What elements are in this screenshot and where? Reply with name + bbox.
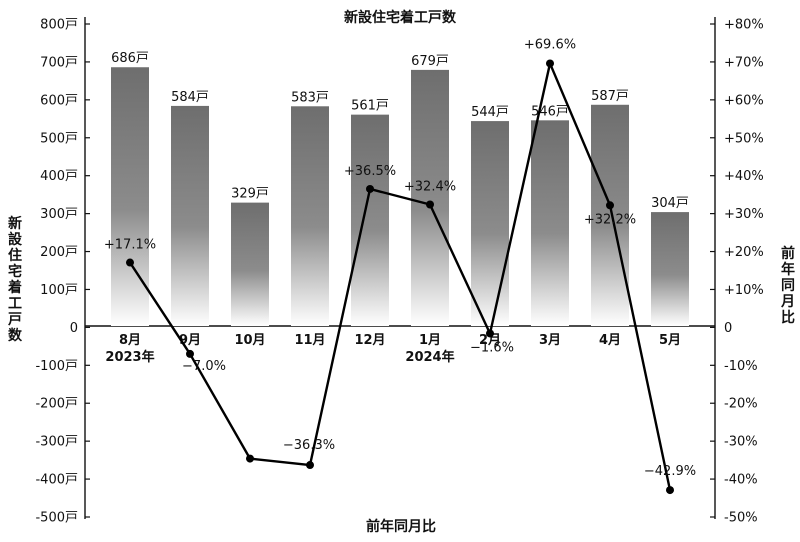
line-value-label: −7.0% — [182, 359, 226, 374]
left-tick-label: -300戸 — [35, 435, 78, 450]
right-tick-label: -40% — [724, 473, 758, 488]
bar — [351, 114, 389, 326]
line-point — [186, 349, 194, 358]
year-label: 2024年 — [405, 349, 454, 365]
line-value-label: −36.3% — [283, 438, 335, 453]
left-tick-label: -500戸 — [35, 511, 78, 526]
right-axis-title: 前年同月比 — [780, 245, 795, 326]
chart-title: 新設住宅着工戸数 — [344, 9, 457, 26]
bar — [471, 121, 509, 327]
left-tick-label: 400戸 — [40, 169, 78, 184]
left-tick-label: 800戸 — [40, 18, 78, 33]
left-tick-label: -100戸 — [35, 359, 78, 374]
bar-value-labels: 686戸 584戸 329戸 583戸 561戸 679戸 544戸 546戸 587戸 304戸 — [111, 51, 689, 211]
left-tick-label: -400戸 — [35, 473, 78, 488]
bar — [291, 106, 329, 326]
bar-value-label: 587戸 — [591, 89, 629, 104]
left-tick-label: 100戸 — [40, 283, 78, 298]
left-axis-ticks: 800戸 700戸 600戸 500戸 400戸 300戸 200戸 100戸 0 -100戸 -2… — [35, 18, 90, 526]
line-point — [306, 461, 314, 470]
left-tick-label: 600戸 — [40, 93, 78, 108]
right-tick-label: +60% — [724, 93, 764, 108]
right-tick-label: -30% — [724, 435, 758, 450]
right-axis-ticks: +80% +70% +60% +50% +40% +30% +20% +10% 0 -10% -20… — [710, 18, 764, 526]
line-point — [666, 486, 674, 495]
left-tick-label: 500戸 — [40, 131, 78, 146]
bar — [111, 67, 149, 327]
right-tick-label: +70% — [724, 55, 764, 70]
line-value-label: +17.1% — [104, 238, 156, 253]
line-value-label: +32.4% — [404, 180, 456, 195]
left-tick-label: 0 — [70, 321, 78, 336]
bar — [651, 212, 689, 326]
line-series — [126, 59, 674, 495]
bar-value-label: 304戸 — [651, 196, 689, 211]
right-tick-label: 0 — [724, 321, 732, 336]
right-tick-label: +30% — [724, 207, 764, 222]
line-point — [486, 329, 494, 338]
category-label: 2月 — [479, 333, 501, 348]
category-label: 4月 — [599, 333, 621, 348]
category-label: 12月 — [354, 333, 385, 348]
bar-series — [111, 67, 689, 327]
bar-value-label: 679戸 — [411, 54, 449, 69]
right-tick-label: +20% — [724, 245, 764, 260]
left-tick-label: 200戸 — [40, 245, 78, 260]
right-tick-label: -20% — [724, 397, 758, 412]
category-label: 1月 — [419, 333, 441, 348]
x-axis-title: 前年同月比 — [366, 518, 436, 535]
category-label: 11月 — [294, 333, 325, 348]
bar-value-label: 686戸 — [111, 51, 149, 66]
line-path — [128, 62, 672, 491]
line-point — [246, 454, 254, 463]
line-point — [366, 184, 374, 193]
bar — [531, 120, 569, 326]
left-tick-label: -200戸 — [35, 397, 78, 412]
year-label: 2023年 — [105, 349, 154, 365]
line-value-label: −1.6% — [470, 340, 514, 355]
category-label: 3月 — [539, 333, 561, 348]
line-point — [606, 201, 614, 210]
line-point — [126, 258, 134, 267]
bar — [411, 69, 449, 326]
bar-value-label: 546戸 — [531, 104, 569, 119]
left-tick-label: 300戸 — [40, 207, 78, 222]
bar — [591, 104, 629, 326]
line-value-label: −42.9% — [644, 464, 696, 479]
bar-value-label: 329戸 — [231, 187, 269, 202]
right-tick-label: +80% — [724, 18, 764, 33]
line-value-labels: +17.1% −7.0% −36.3% +36.5% +32.4% −1.6% +69.6%… — [104, 37, 696, 479]
line-point — [426, 200, 434, 209]
right-tick-label: +50% — [724, 131, 764, 146]
right-tick-label: -10% — [724, 359, 758, 374]
bar — [171, 105, 209, 326]
line-value-label: +32.2% — [584, 212, 636, 227]
left-tick-label: 700戸 — [40, 55, 78, 70]
bar-value-label: 584戸 — [171, 90, 209, 105]
category-label: 5月 — [659, 333, 681, 348]
right-tick-label: -50% — [724, 511, 758, 526]
right-tick-label: +40% — [724, 169, 764, 184]
right-tick-label: +10% — [724, 283, 764, 298]
line-value-label: +69.6% — [524, 37, 576, 52]
bar-value-label: 544戸 — [471, 105, 509, 120]
line-point — [546, 59, 554, 68]
left-axis-title: 新設住宅着工戸数 — [7, 215, 23, 344]
bar-value-label: 583戸 — [291, 90, 329, 105]
category-label: 8月 — [119, 333, 141, 348]
bar — [231, 202, 269, 326]
category-label: 10月 — [234, 333, 265, 348]
line-value-label: +36.5% — [344, 164, 396, 179]
bar-value-label: 561戸 — [351, 99, 389, 114]
